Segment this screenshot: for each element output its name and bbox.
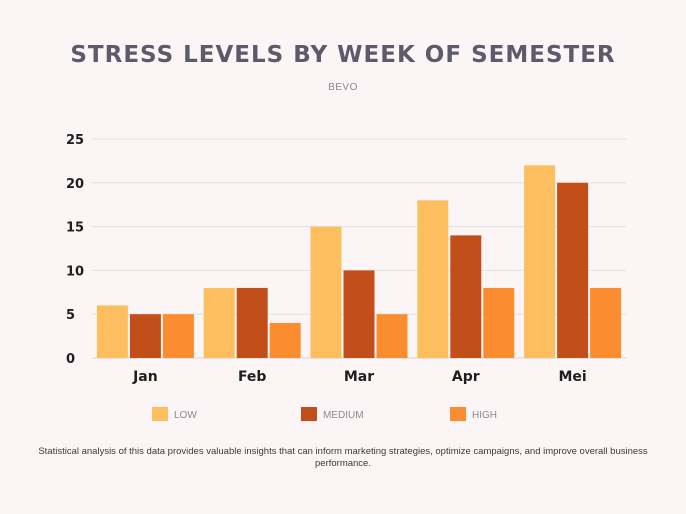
x-tick-label: Feb: [238, 369, 267, 385]
bar-mar-high: [376, 314, 408, 358]
bar-feb-low: [203, 287, 235, 358]
legend-swatch-low: [152, 407, 168, 421]
legend: LOW MEDIUM HIGH: [152, 407, 497, 421]
bar-mar-medium: [343, 270, 375, 358]
x-tick-label: Apr: [452, 369, 480, 385]
y-tick-label: 15: [66, 221, 84, 236]
legend-swatch-high: [450, 407, 466, 421]
y-axis-ticks: 0 5 10 15 20 25: [66, 133, 84, 367]
bar-apr-medium: [450, 235, 482, 358]
bar-mei-low: [524, 165, 556, 358]
bar-feb-medium: [236, 287, 268, 358]
y-tick-label: 10: [66, 264, 84, 279]
x-tick-label: Mei: [558, 369, 586, 385]
chart-title: STRESS LEVELS BY WEEK OF SEMESTER: [70, 42, 616, 68]
bar-jan-high: [162, 314, 194, 358]
bars: [96, 165, 622, 358]
y-tick-label: 25: [66, 133, 84, 148]
bar-chart: 0 5 10 15 20 25 Jan Feb Mar Apr Mei LOW MEDIUM HIGH: [66, 133, 626, 421]
x-tick-label: Mar: [344, 369, 374, 385]
y-tick-label: 5: [66, 308, 75, 323]
bar-jan-medium: [129, 314, 161, 358]
bar-feb-high: [269, 322, 301, 358]
bar-mei-medium: [557, 182, 589, 358]
legend-label-high: HIGH: [472, 410, 497, 421]
legend-swatch-medium: [301, 407, 317, 421]
y-tick-label: 0: [66, 352, 75, 367]
legend-label-low: LOW: [174, 410, 197, 421]
bar-mar-low: [310, 226, 342, 358]
y-tick-label: 20: [66, 177, 84, 192]
legend-label-medium: MEDIUM: [323, 410, 364, 421]
x-axis-ticks: Jan Feb Mar Apr Mei: [132, 369, 587, 385]
footnote: Statistical analysis of this data provid…: [38, 446, 648, 469]
bar-jan-low: [96, 305, 128, 358]
bar-mei-high: [590, 287, 622, 358]
x-tick-label: Jan: [132, 369, 158, 385]
bar-apr-low: [417, 200, 449, 358]
chart-subtitle: BEVO: [328, 82, 358, 93]
bar-apr-high: [483, 287, 515, 358]
